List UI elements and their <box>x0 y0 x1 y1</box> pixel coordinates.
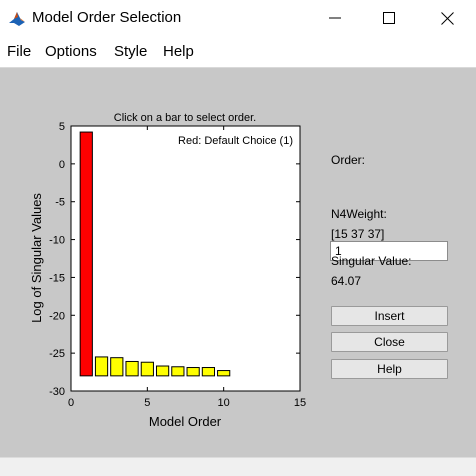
bar-order-7[interactable] <box>171 366 185 377</box>
bar-order-1[interactable] <box>79 131 93 377</box>
menu-options[interactable]: Options <box>45 43 97 60</box>
minimize-button[interactable] <box>312 0 358 36</box>
y-axis-label: Log of Singular Values <box>29 193 44 323</box>
chart-annotation: Red: Default Choice (1) <box>178 135 293 147</box>
y-tick-label: -30 <box>49 386 65 398</box>
maximize-icon <box>383 12 395 24</box>
insert-button[interactable]: Insert <box>331 306 448 326</box>
bar-order-3[interactable] <box>110 357 124 377</box>
close-window-button[interactable] <box>424 0 470 36</box>
bar-order-8[interactable] <box>186 367 200 377</box>
y-tick-label: -20 <box>49 310 65 322</box>
y-tick-label: 0 <box>59 159 65 171</box>
n4weight-value: [15 37 37] <box>331 227 385 241</box>
singular-value-label: Singular Value: <box>331 254 412 268</box>
y-tick-label: -5 <box>55 197 65 209</box>
y-tick-label: 5 <box>59 121 65 133</box>
bar-order-4[interactable] <box>125 360 139 377</box>
x-axis-label: Model Order <box>149 414 222 429</box>
x-tick-label: 0 <box>68 397 74 409</box>
y-tick-label: -10 <box>49 235 65 247</box>
bar-order-10[interactable] <box>217 370 231 377</box>
order-input[interactable] <box>330 241 448 261</box>
bar-order-9[interactable] <box>201 367 216 377</box>
close-icon <box>440 11 454 25</box>
singular-value-value: 64.07 <box>331 274 362 288</box>
help-button[interactable]: Help <box>331 359 448 379</box>
menu-style[interactable]: Style <box>114 43 148 60</box>
figure-area: 0 5 10 15 5 0 -5 -10 -15 -20 -25 -30 Click on a bar… <box>0 68 476 457</box>
x-tick-label: 5 <box>144 397 150 409</box>
minimize-icon <box>329 17 341 19</box>
window-title: Model Order Selection <box>32 9 182 26</box>
close-button[interactable]: Close <box>331 332 448 352</box>
order-label: Order: <box>331 153 366 167</box>
chart-title: Click on a bar to select order. <box>114 112 256 124</box>
menu-bar: File Options Style Help <box>0 36 476 68</box>
y-tick-label: -15 <box>49 272 65 284</box>
matlab-logo-icon <box>8 10 26 28</box>
bar-order-5[interactable] <box>140 361 154 377</box>
singular-values-chart: 0 5 10 15 5 0 -5 -10 -15 -20 -25 -30 Click on a bar… <box>29 112 306 429</box>
title-bar: Model Order Selection <box>0 0 476 36</box>
x-tick-label: 10 <box>218 397 230 409</box>
maximize-button[interactable] <box>366 0 412 36</box>
bar-order-6[interactable] <box>155 365 170 377</box>
menu-help[interactable]: Help <box>163 43 194 60</box>
menu-file[interactable]: File <box>7 43 32 60</box>
x-tick-label: 15 <box>294 397 306 409</box>
y-tick-label: -25 <box>49 348 65 360</box>
n4weight-label: N4Weight: <box>331 207 387 221</box>
bottom-strip <box>0 457 476 476</box>
bar-order-2[interactable] <box>94 356 109 377</box>
axes-background <box>70 125 301 392</box>
